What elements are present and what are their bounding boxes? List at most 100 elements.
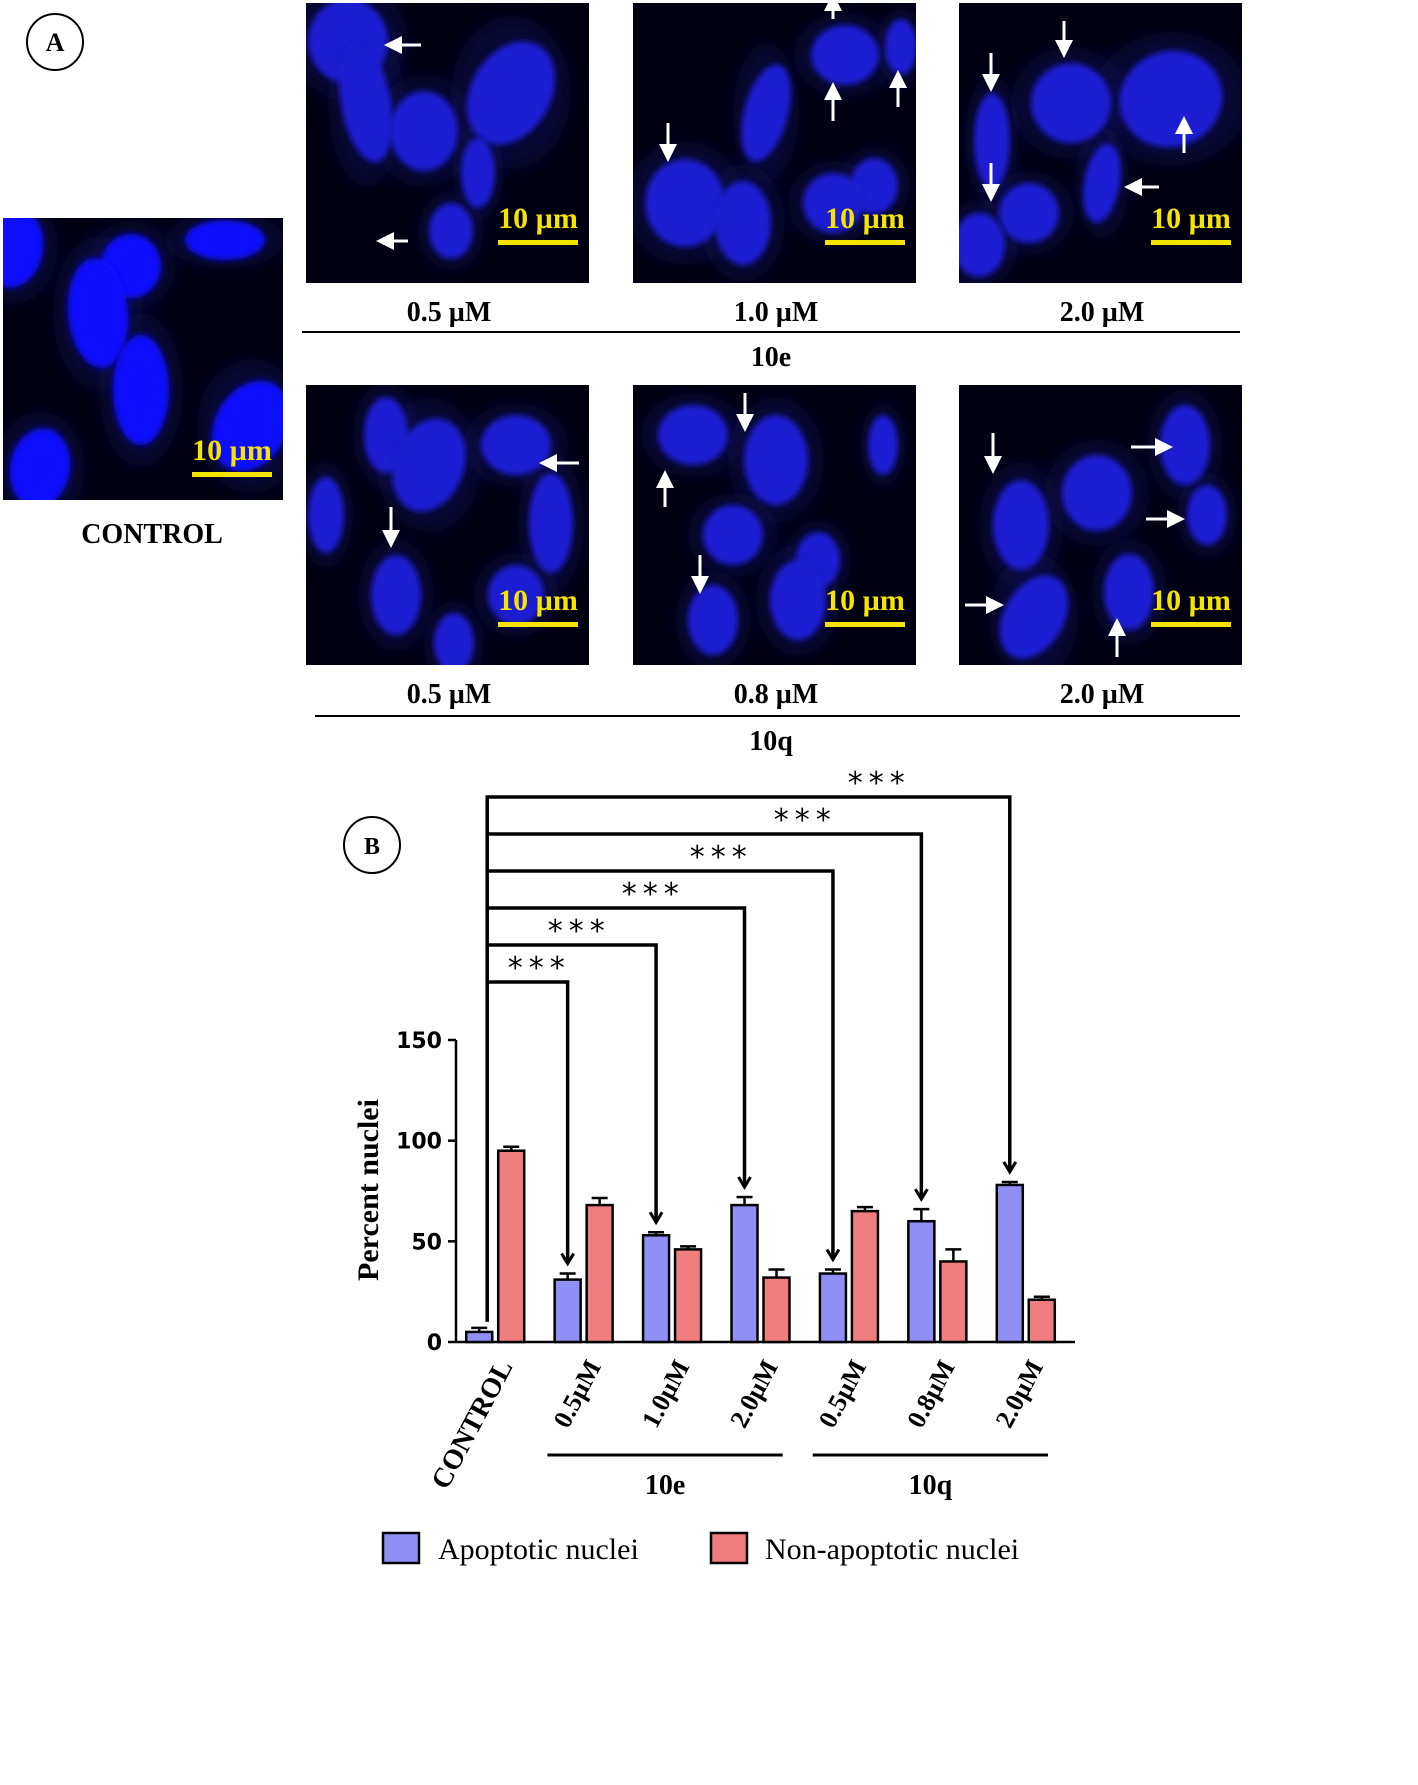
legend-label-apoptotic: Apoptotic nuclei [438,1533,639,1566]
scale-bar [192,472,272,477]
non-apoptotic-bar-1 [585,1203,614,1344]
nucleus [1160,405,1210,485]
non-apoptotic-bar-3 [762,1276,791,1344]
nucleus [993,480,1049,570]
y-axis-title: Percent nuclei [352,1099,385,1281]
group-label: 10q [909,1470,953,1501]
x-tick-label: 2.0µM [724,1355,783,1432]
panel-a-badge [26,13,84,71]
significance-stars: *** [548,914,611,949]
x-tick-label: 0.8µM [901,1355,960,1432]
scale-bar [498,240,578,245]
significance-bracket [485,869,835,1260]
nucleus [466,41,556,145]
nucleus [1031,63,1111,143]
apoptotic-bar-3 [730,1203,759,1344]
nucleus [390,91,458,171]
significance-bracket [485,832,924,1200]
scale-bar-label: 10 µm [825,202,905,235]
x-tick-label: 2.0µM [990,1355,1049,1432]
control-micrograph: 10 µm [3,218,283,500]
non-apoptotic-bar-2 [673,1248,703,1344]
bracket-arrowhead [825,1248,841,1263]
nucleus [688,585,738,655]
nucleus [959,213,1005,277]
significance-bracket [485,943,658,1223]
apoptotic-bar-2 [641,1234,671,1344]
bracket-arrowhead [648,1211,664,1226]
non-apoptotic-bar-6 [1027,1298,1057,1344]
nucleus [67,258,129,368]
scale-bar-label: 10 µm [1151,584,1231,617]
nucleus [113,335,169,445]
x-tick-label: 0.5µM [548,1355,607,1432]
micrograph-10q-1: 10 µm [633,385,916,665]
bracket-arrowhead [560,1252,575,1267]
bracket-arrowhead [737,1176,752,1190]
scale-bar-label: 10 µm [192,434,272,467]
nucleus [1082,143,1122,223]
non-apoptotic-bar-5 [939,1260,968,1344]
micrograph-10e-2: 10 µm [959,3,1242,283]
significance-bracket [485,795,1012,1172]
legend-swatch-non-apoptotic [709,1531,749,1565]
concentration-label: 1.0 µM [734,297,819,328]
scale-bar-label: 10 µm [498,584,578,617]
nucleus [885,19,916,75]
nucleus [770,560,826,640]
apoptotic-bar-4 [818,1272,848,1344]
significance-stars: *** [774,803,837,838]
nucleus [645,159,725,247]
scale-bar-label: 10 µm [498,202,578,235]
scale-bar-label: 10 µm [1151,202,1231,235]
nucleus [803,173,863,233]
compound-label: 10q [749,726,793,757]
concentration-label: 2.0 µM [1060,679,1145,710]
nucleus [741,64,791,162]
legend-label-non-apoptotic: Non-apoptotic nuclei [765,1533,1019,1566]
micrograph-10e-0: 10 µm [306,3,589,283]
nucleus [3,218,44,288]
scale-bar-label: 10 µm [825,584,905,617]
nucleus [868,415,898,475]
nucleus [703,505,763,565]
nucleus [974,93,1010,189]
panel-a-label: A [46,28,65,57]
nucleus [308,477,344,553]
nucleus [339,43,393,163]
nucleus [481,415,551,475]
significance-stars: *** [690,840,753,875]
concentration-label: 2.0 µM [1060,297,1145,328]
scale-bar [825,622,905,627]
control-caption: CONTROL [81,519,223,550]
nucleus [488,565,544,625]
significance-bracket [485,906,747,1188]
panel-b-badge [343,816,401,874]
micrograph-10q-2: 10 µm [959,385,1242,665]
nucleus [715,181,771,265]
significance-stars: *** [848,766,911,801]
nucleus [1104,554,1154,630]
nucleus [744,415,808,505]
nucleus [434,613,474,665]
apoptotic-bar-5 [907,1219,936,1344]
nucleus [999,183,1059,243]
panel-b: B 0 50 100 150 Percent nuclei CONTROL 0.5µM 1.0µ… [343,766,1075,1566]
nucleus [461,138,495,208]
non-apoptotic-bar-0 [496,1149,526,1344]
nucleus [1062,455,1132,531]
concentration-label: 0.8 µM [734,679,819,710]
concentration-label: 0.5 µM [407,679,492,710]
nucleus [371,555,421,635]
y-tick-label: 100 [396,1130,442,1155]
compound-label: 10e [751,342,791,373]
significance-stars: *** [622,877,685,912]
legend-swatch-apoptotic [381,1531,421,1565]
panel-b-label: B [364,834,380,860]
micrograph-10q-0: 10 µm [306,385,589,665]
significance-bracket [485,980,570,1322]
scale-bar [1151,622,1231,627]
apoptotic-bar-1 [553,1278,582,1344]
significance-stars: *** [508,951,571,986]
